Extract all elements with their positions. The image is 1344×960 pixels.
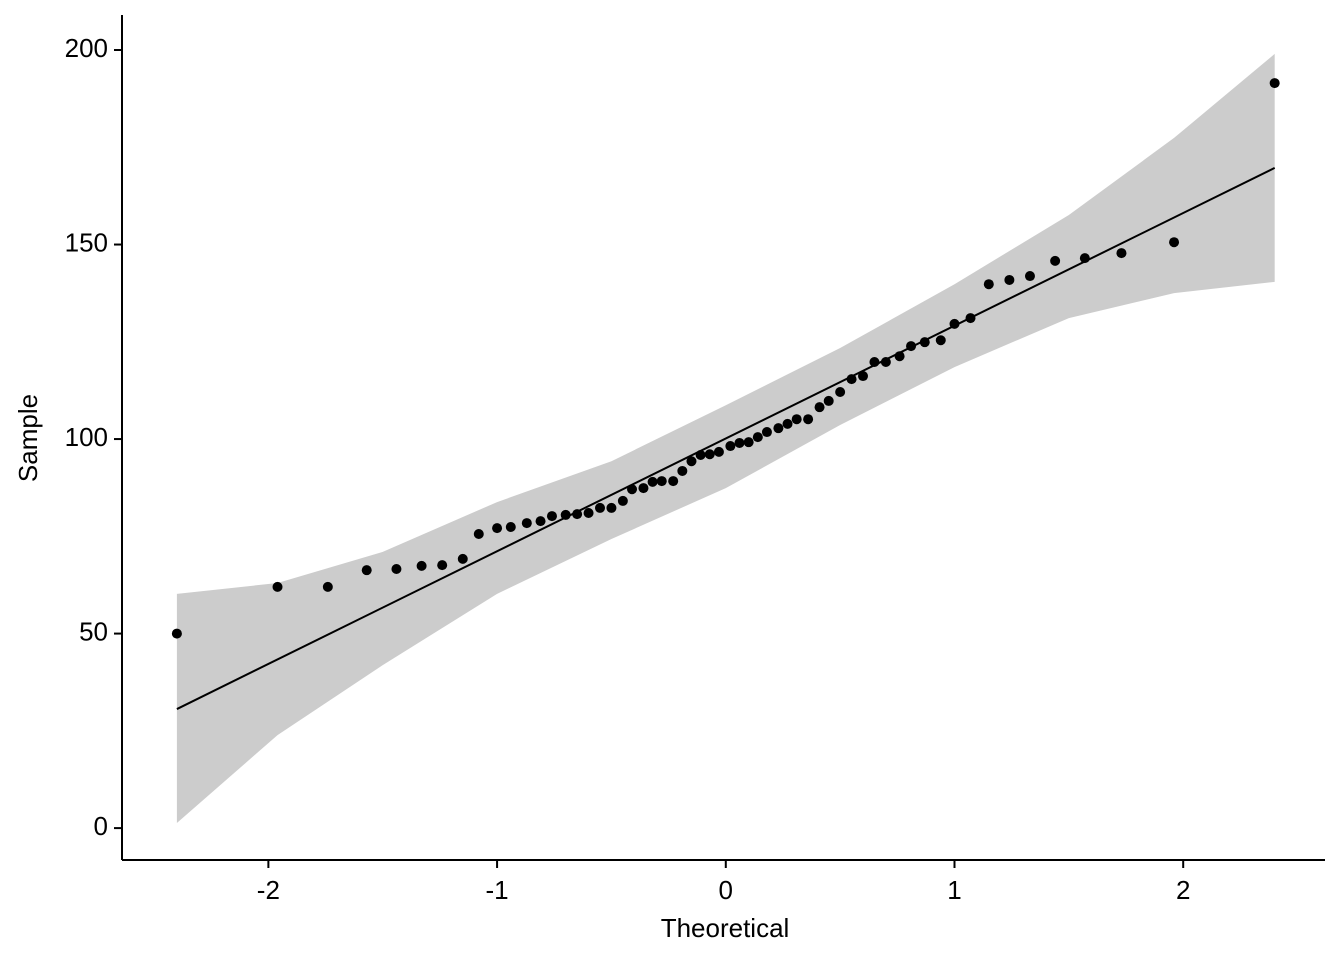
x-tick-label: 2: [1176, 875, 1190, 905]
x-tick-label: -2: [257, 875, 280, 905]
x-axis-label: Theoretical: [661, 913, 790, 943]
point: [677, 465, 688, 476]
point: [638, 483, 649, 494]
point: [416, 560, 427, 571]
point: [823, 395, 834, 406]
point: [919, 337, 930, 348]
point: [869, 357, 880, 368]
point: [322, 581, 333, 592]
point: [473, 528, 484, 539]
point: [1004, 274, 1015, 285]
point: [617, 495, 628, 506]
y-tick-label: 200: [65, 33, 108, 63]
point: [361, 565, 372, 576]
point: [1050, 255, 1061, 266]
y-axis-label: Sample: [13, 394, 43, 482]
x-tick-label: -1: [486, 875, 509, 905]
point: [803, 414, 814, 425]
point: [695, 450, 706, 461]
point: [572, 509, 583, 520]
point: [743, 437, 754, 448]
point: [668, 476, 679, 487]
point: [606, 502, 617, 513]
point: [791, 414, 802, 425]
point: [1024, 271, 1035, 282]
point: [521, 518, 532, 529]
point: [656, 476, 667, 487]
point: [894, 351, 905, 362]
x-tick-label: 0: [719, 875, 733, 905]
point: [814, 402, 825, 413]
point: [1116, 248, 1127, 259]
point: [734, 437, 745, 448]
point: [391, 563, 402, 574]
point: [858, 371, 869, 382]
x-tick-label: 1: [947, 875, 961, 905]
point: [686, 456, 697, 467]
y-tick-label: 50: [79, 616, 108, 646]
point: [546, 511, 557, 522]
point: [704, 449, 715, 460]
point: [906, 341, 917, 352]
point: [492, 523, 503, 534]
point: [647, 476, 658, 487]
point: [560, 509, 571, 520]
point: [505, 521, 516, 532]
point: [1079, 253, 1090, 264]
point: [880, 357, 891, 368]
point: [782, 418, 793, 429]
point: [949, 318, 960, 329]
y-tick-label: 0: [94, 811, 108, 841]
point: [535, 516, 546, 527]
point: [935, 335, 946, 346]
point: [583, 507, 594, 518]
point: [773, 423, 784, 434]
y-tick-label: 100: [65, 422, 108, 452]
point: [1169, 237, 1180, 248]
point: [713, 446, 724, 457]
point: [725, 441, 736, 452]
point: [835, 386, 846, 397]
point: [752, 432, 763, 443]
point: [171, 628, 182, 639]
point: [1269, 78, 1280, 89]
y-tick-label: 150: [65, 227, 108, 257]
point: [627, 484, 638, 495]
fit-line: [176, 166, 1276, 710]
point: [846, 374, 857, 385]
point: [965, 313, 976, 324]
point: [983, 279, 994, 290]
point: [594, 502, 605, 513]
point: [272, 581, 283, 592]
point: [761, 427, 772, 438]
point: [457, 553, 468, 564]
point: [437, 560, 448, 571]
